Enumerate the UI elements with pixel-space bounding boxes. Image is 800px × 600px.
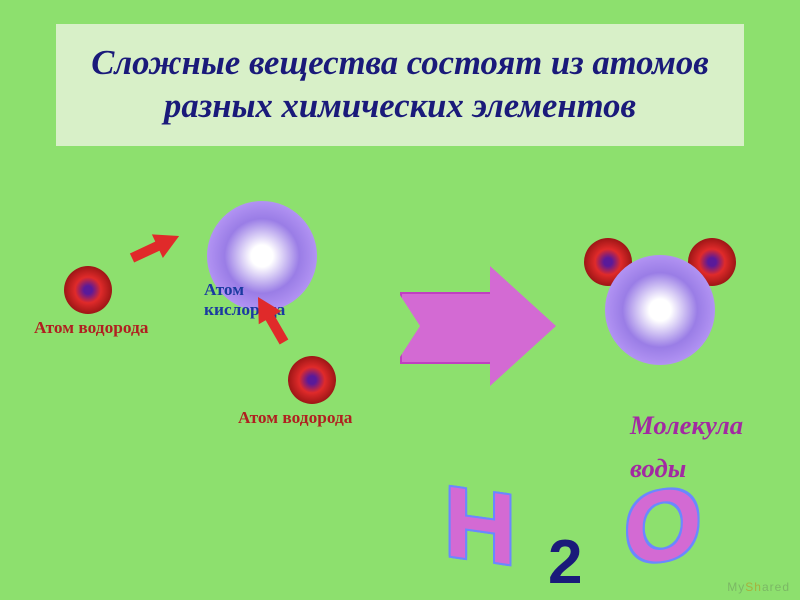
watermark-suffix: ared — [762, 580, 790, 594]
reaction-arrow-head — [490, 266, 556, 386]
hydrogen-label-bottom: Атом водорода — [238, 408, 352, 428]
reaction-arrow-notch — [398, 292, 420, 360]
formula-letter-o: О — [624, 471, 702, 582]
formula-letter-h: Н — [444, 471, 516, 581]
watermark: MyShared — [727, 580, 790, 594]
hydrogen-atom-bottom — [288, 356, 336, 404]
title-banner: Сложные вещества состоят из атомов разны… — [56, 24, 744, 146]
small-arrow-1 — [128, 226, 185, 267]
molecule-oxygen — [605, 255, 715, 365]
reaction-arrow — [400, 266, 560, 386]
hydrogen-atom-left — [64, 266, 112, 314]
watermark-highlight: Sh — [745, 580, 762, 594]
hydrogen-label-left: Атом водорода — [34, 318, 148, 338]
title-text: Сложные вещества состоят из атомов разны… — [56, 42, 744, 129]
formula-subscript-2: 2 — [548, 532, 582, 594]
watermark-prefix: My — [727, 580, 745, 594]
